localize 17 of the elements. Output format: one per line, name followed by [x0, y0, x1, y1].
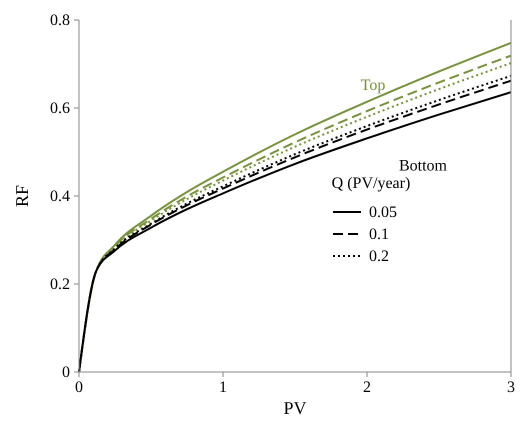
- x-tick-label: 3: [507, 379, 515, 396]
- y-tick-label: 0.6: [50, 100, 70, 117]
- y-axis-title: RF: [12, 184, 32, 208]
- legend-label: 0.2: [369, 248, 389, 265]
- y-tick-label: 0.4: [50, 188, 70, 205]
- y-tick-label: 0.2: [50, 276, 70, 293]
- x-tick-label: 1: [219, 379, 227, 396]
- y-tick-label: 0: [62, 364, 70, 381]
- legend-label: 0.05: [369, 204, 397, 221]
- x-tick-label: 0: [75, 379, 83, 396]
- x-axis-title: PV: [283, 398, 307, 418]
- legend-label: 0.1: [369, 226, 389, 243]
- legend-title: Q (PV/year): [332, 175, 410, 192]
- annotation: Bottom: [398, 157, 448, 174]
- x-tick-label: 2: [363, 379, 371, 396]
- y-tick-label: 0.8: [50, 12, 70, 29]
- annotation: Top: [360, 76, 386, 94]
